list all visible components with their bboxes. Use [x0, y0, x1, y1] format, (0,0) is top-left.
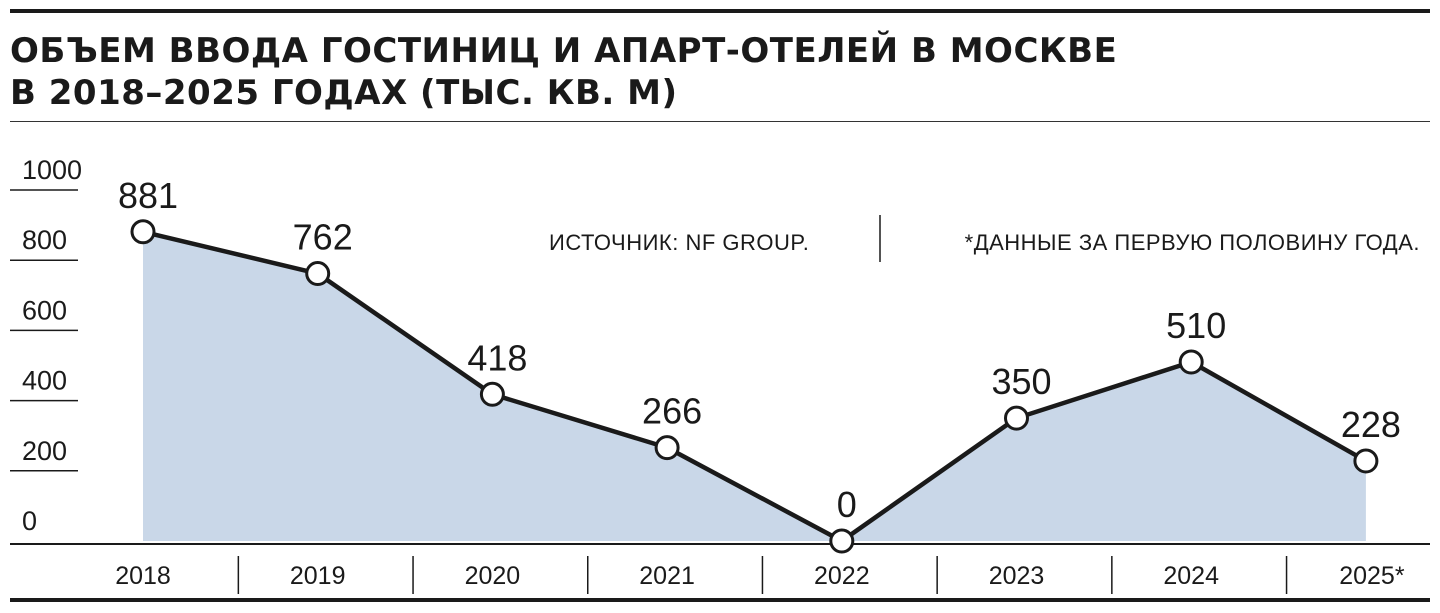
x-category-label: 2021 [639, 562, 695, 590]
data-point-marker [130, 219, 156, 245]
y-tick-label: 800 [22, 225, 67, 255]
data-point-marker [1178, 349, 1204, 375]
data-label: 510 [1166, 305, 1226, 346]
data-label: 0 [837, 484, 857, 525]
x-category-label: 2018 [115, 562, 171, 590]
data-label: 350 [991, 361, 1051, 402]
data-point-marker [1004, 405, 1029, 431]
bottom-rule [10, 598, 1430, 602]
x-category-label: 2023 [989, 562, 1045, 590]
x-category-label: 2020 [465, 562, 521, 590]
data-point-marker [829, 528, 855, 554]
data-point-marker [305, 261, 331, 287]
title-line-1: ОБЪЕМ ВВОДА ГОСТИНИЦ И АПАРТ-ОТЕЛЕЙ В МО… [10, 31, 1118, 71]
data-label: 228 [1341, 404, 1401, 445]
data-labels: 881 762 418 266 0 350 510 228 [118, 175, 1401, 525]
data-point-marker [1353, 448, 1379, 474]
data-label: 418 [467, 337, 527, 378]
source-note: ИСТОЧНИК: NF GROUP. [549, 230, 809, 255]
x-axis-categories: 2018 2019 2020 2021 2022 2023 2024 2025* [115, 562, 1405, 590]
y-tick-label: 600 [22, 295, 67, 325]
x-category-label: 2022 [814, 562, 870, 590]
x-category-label: 2024 [1163, 562, 1219, 590]
title-line-2: В 2018–2025 ГОДАХ (ТЫС. КВ. М) [10, 73, 678, 113]
data-markers [130, 219, 1379, 554]
y-axis-ticks: 0 200 400 600 800 1000 [10, 155, 82, 536]
footnote: *ДАННЫЕ ЗА ПЕРВУЮ ПОЛОВИНУ ГОДА. [965, 230, 1420, 255]
y-tick-label: 0 [22, 506, 37, 536]
y-tick-label: 200 [22, 436, 67, 466]
data-point-marker [654, 435, 680, 461]
data-label: 881 [118, 175, 178, 216]
x-category-label: 2019 [290, 562, 346, 590]
title-rule [10, 121, 1430, 122]
series-line [142, 229, 1368, 544]
data-point-marker [479, 381, 505, 407]
y-tick-label: 1000 [22, 155, 82, 185]
area-fill [143, 231, 1366, 542]
data-label: 762 [293, 217, 353, 258]
top-rule [10, 9, 1430, 13]
data-label: 266 [642, 391, 702, 432]
y-tick-label: 400 [22, 366, 67, 396]
category-separators [237, 556, 1288, 594]
chart-title: ОБЪЕМ ВВОДА ГОСТИНИЦ И АПАРТ-ОТЕЛЕЙ В МО… [10, 30, 1210, 114]
x-category-label: 2025* [1339, 562, 1405, 590]
